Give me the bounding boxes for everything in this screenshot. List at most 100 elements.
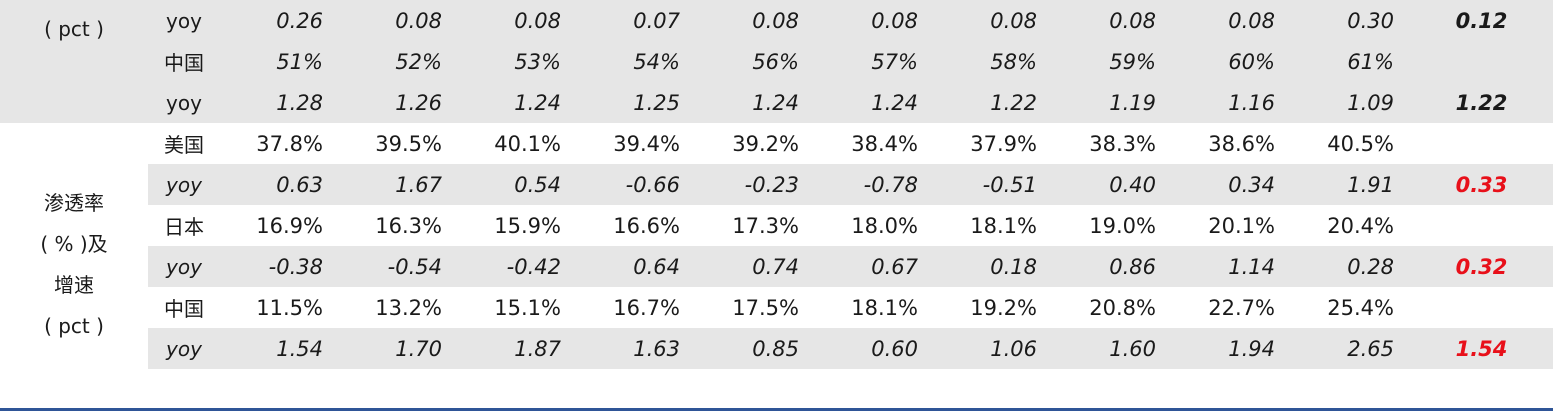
value-cell: 11.5% bbox=[256, 295, 323, 320]
bottom-rule bbox=[0, 408, 1553, 411]
value-cell: 0.54 bbox=[458, 164, 577, 205]
value-cell: 20.1% bbox=[1208, 213, 1275, 238]
summary-cell bbox=[1410, 123, 1553, 164]
value-cell: 1.91 bbox=[1291, 164, 1410, 205]
value-cell: -0.54 bbox=[339, 246, 458, 287]
table-row: yoy 1.54 1.70 1.87 1.63 0.85 0.60 1.06 1.60 1.94 2… bbox=[0, 328, 1553, 369]
value-cell: 1.16 bbox=[1172, 82, 1291, 123]
table-row: yoy 1.28 1.26 1.24 1.25 1.24 1.24 1.22 1.19 1.16 1… bbox=[0, 82, 1553, 123]
value-cell: -0.38 bbox=[220, 246, 339, 287]
row-category: 中国 bbox=[148, 41, 220, 82]
value-cell: 13.2% bbox=[375, 295, 442, 320]
value-cell: 0.28 bbox=[1291, 246, 1410, 287]
value-cell: 1.19 bbox=[1053, 82, 1172, 123]
value-cell: 1.24 bbox=[696, 82, 815, 123]
value-cell: -0.42 bbox=[458, 246, 577, 287]
value-cell: 52% bbox=[339, 41, 458, 82]
table-row: 中国 51% 52% 53% 54% 56% 57% 58% 59% 60% 61% bbox=[0, 41, 1553, 82]
table-row: 日本 16.9% 16.3% 15.9% 16.6% 17.3% 18.0% 18.1% 19.… bbox=[0, 205, 1553, 246]
value-cell: 38.3% bbox=[1089, 131, 1156, 156]
table-row: 渗透率 ( % )及 增速 ( pct ) 美国 37.8% 39.5% 40.1% 39.4%… bbox=[0, 123, 1553, 339]
summary-cell bbox=[1410, 41, 1553, 82]
value-cell: 1.94 bbox=[1172, 328, 1291, 369]
row-category: 中国 bbox=[164, 297, 204, 321]
row-category: 日本 bbox=[164, 215, 204, 239]
value-cell: 1.06 bbox=[934, 328, 1053, 369]
value-cell: 0.86 bbox=[1053, 246, 1172, 287]
value-cell: 18.1% bbox=[851, 295, 918, 320]
value-cell: 38.4% bbox=[851, 131, 918, 156]
value-cell: 0.63 bbox=[220, 164, 339, 205]
table-row: ( pct ) yoy 0.26 0.08 0.08 0.07 0.08 0.08 0.08 0.… bbox=[0, 0, 1553, 123]
summary-cell bbox=[1410, 287, 1553, 328]
value-cell: 1.60 bbox=[1053, 328, 1172, 369]
summary-cell: 0.33 bbox=[1410, 164, 1553, 205]
value-cell: -0.78 bbox=[815, 164, 934, 205]
value-cell: 54% bbox=[577, 41, 696, 82]
value-cell: -0.51 bbox=[934, 164, 1053, 205]
value-cell: 0.85 bbox=[696, 328, 815, 369]
value-cell: 0.08 bbox=[934, 0, 1053, 41]
table-row: 中国 11.5% 13.2% 15.1% 16.7% 17.5% 18.1% 19.2% 20.… bbox=[0, 287, 1553, 328]
section-label-line: ( pct ) bbox=[44, 17, 104, 41]
value-cell: 0.08 bbox=[1172, 0, 1291, 41]
value-cell: 0.08 bbox=[458, 0, 577, 41]
value-cell: 17.5% bbox=[732, 295, 799, 320]
value-cell: 40.1% bbox=[494, 131, 561, 156]
section-label-line: ( pct ) bbox=[44, 314, 104, 338]
row-category: yoy bbox=[148, 0, 220, 41]
section-label: ( pct ) bbox=[0, 0, 148, 123]
value-cell: 37.9% bbox=[970, 131, 1037, 156]
table-row: yoy 0.63 1.67 0.54 -0.66 -0.23 -0.78 -0.51 0.40 0… bbox=[0, 164, 1553, 205]
value-cell: 0.07 bbox=[577, 0, 696, 41]
value-cell: 25.4% bbox=[1327, 295, 1394, 320]
value-cell: 39.2% bbox=[732, 131, 799, 156]
value-cell: 0.08 bbox=[1053, 0, 1172, 41]
value-cell: 0.08 bbox=[339, 0, 458, 41]
value-cell: 40.5% bbox=[1327, 131, 1394, 156]
value-cell: 1.26 bbox=[339, 82, 458, 123]
value-cell: 0.40 bbox=[1053, 164, 1172, 205]
value-cell: 15.1% bbox=[494, 295, 561, 320]
value-cell: 18.1% bbox=[970, 213, 1037, 238]
value-cell: 59% bbox=[1053, 41, 1172, 82]
value-cell: 16.9% bbox=[256, 213, 323, 238]
value-cell: 15.9% bbox=[494, 213, 561, 238]
value-cell: 1.87 bbox=[458, 328, 577, 369]
summary-cell: 0.32 bbox=[1410, 246, 1553, 287]
value-cell: 16.7% bbox=[613, 295, 680, 320]
value-cell: 20.4% bbox=[1327, 213, 1394, 238]
value-cell: 0.67 bbox=[815, 246, 934, 287]
table-row: yoy -0.38 -0.54 -0.42 0.64 0.74 0.67 0.18 0.86 1.… bbox=[0, 246, 1553, 287]
value-cell: 1.70 bbox=[339, 328, 458, 369]
value-cell: 0.26 bbox=[220, 0, 339, 41]
value-cell: 17.3% bbox=[732, 213, 799, 238]
value-cell: 2.65 bbox=[1291, 328, 1410, 369]
value-cell: 60% bbox=[1172, 41, 1291, 82]
value-cell: 0.30 bbox=[1291, 0, 1410, 41]
row-category: yoy bbox=[148, 164, 220, 205]
value-cell: 0.08 bbox=[815, 0, 934, 41]
value-cell: 19.0% bbox=[1089, 213, 1156, 238]
value-cell: 0.64 bbox=[577, 246, 696, 287]
data-table: ( pct ) yoy 0.26 0.08 0.08 0.07 0.08 0.08 0.08 0.… bbox=[0, 0, 1553, 369]
summary-cell: 1.54 bbox=[1410, 328, 1553, 369]
section-label-line: 增速 bbox=[54, 273, 94, 297]
value-cell: -0.23 bbox=[696, 164, 815, 205]
section-label-line: ( % )及 bbox=[40, 232, 108, 256]
value-cell: 1.54 bbox=[220, 328, 339, 369]
value-cell: 19.2% bbox=[970, 295, 1037, 320]
section-label-line: 渗透率 bbox=[44, 191, 104, 215]
value-cell: -0.66 bbox=[577, 164, 696, 205]
summary-cell bbox=[1410, 205, 1553, 246]
value-cell: 1.28 bbox=[220, 82, 339, 123]
value-cell: 0.18 bbox=[934, 246, 1053, 287]
value-cell: 1.25 bbox=[577, 82, 696, 123]
row-category: yoy bbox=[148, 328, 220, 369]
value-cell: 1.14 bbox=[1172, 246, 1291, 287]
value-cell: 1.09 bbox=[1291, 82, 1410, 123]
value-cell: 16.6% bbox=[613, 213, 680, 238]
value-cell: 0.08 bbox=[696, 0, 815, 41]
summary-cell: 0.12 bbox=[1410, 0, 1553, 41]
value-cell: 1.67 bbox=[339, 164, 458, 205]
